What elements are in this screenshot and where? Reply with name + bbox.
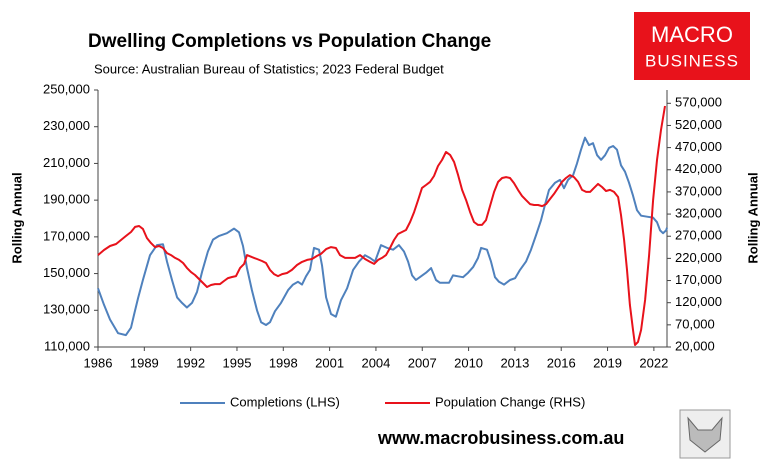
y2-axis-label: Rolling Annual — [745, 172, 760, 263]
x-tick-label: 1989 — [130, 355, 159, 370]
y2-tick-label: 270,000 — [675, 228, 722, 243]
wolf-icon — [679, 409, 731, 459]
chart-subtitle: Source: Australian Bureau of Statistics;… — [94, 61, 444, 76]
y-tick-label: 130,000 — [43, 302, 90, 317]
y2-tick-label: 70,000 — [675, 316, 715, 331]
website: www.macrobusiness.com.au — [377, 428, 624, 448]
legend-label: Completions (LHS) — [230, 394, 340, 409]
y2-tick-label: 170,000 — [675, 272, 722, 287]
x-tick-label: 1992 — [176, 355, 205, 370]
x-tick-label: 2013 — [500, 355, 529, 370]
y2-tick-label: 20,000 — [675, 338, 715, 353]
y-axis-label: Rolling Annual — [9, 172, 24, 263]
y-tick-label: 150,000 — [43, 265, 90, 280]
series-line — [97, 136, 668, 337]
logo-text: MACRO — [651, 22, 733, 47]
x-tick-label: 2019 — [593, 355, 622, 370]
logo-text: BUSINESS — [645, 51, 739, 70]
y-tick-label: 170,000 — [43, 228, 90, 243]
y-tick-label: 250,000 — [43, 81, 90, 96]
x-tick-label: 1986 — [84, 355, 113, 370]
y2-tick-label: 420,000 — [675, 161, 722, 176]
series-line — [97, 105, 666, 346]
legend-label: Population Change (RHS) — [435, 394, 585, 409]
x-tick-label: 2016 — [547, 355, 576, 370]
y-tick-label: 190,000 — [43, 192, 90, 207]
chart-title: Dwelling Completions vs Population Chang… — [88, 31, 491, 52]
x-tick-label: 1995 — [223, 355, 252, 370]
y2-tick-label: 120,000 — [675, 294, 722, 309]
x-tick-label: 2001 — [315, 355, 344, 370]
y-tick-label: 230,000 — [43, 118, 90, 133]
y2-tick-label: 320,000 — [675, 206, 722, 221]
logo-box — [634, 12, 750, 80]
x-tick-label: 1998 — [269, 355, 298, 370]
x-tick-label: 2022 — [639, 355, 668, 370]
x-tick-label: 2004 — [361, 355, 390, 370]
y-tick-label: 210,000 — [43, 155, 90, 170]
x-tick-label: 2007 — [408, 355, 437, 370]
y2-tick-label: 520,000 — [675, 117, 722, 132]
y2-tick-label: 370,000 — [675, 183, 722, 198]
y-tick-label: 110,000 — [44, 338, 90, 353]
x-tick-label: 2010 — [454, 355, 483, 370]
y2-tick-label: 470,000 — [675, 139, 722, 154]
y2-tick-label: 570,000 — [675, 95, 722, 110]
y2-tick-label: 220,000 — [675, 250, 722, 265]
